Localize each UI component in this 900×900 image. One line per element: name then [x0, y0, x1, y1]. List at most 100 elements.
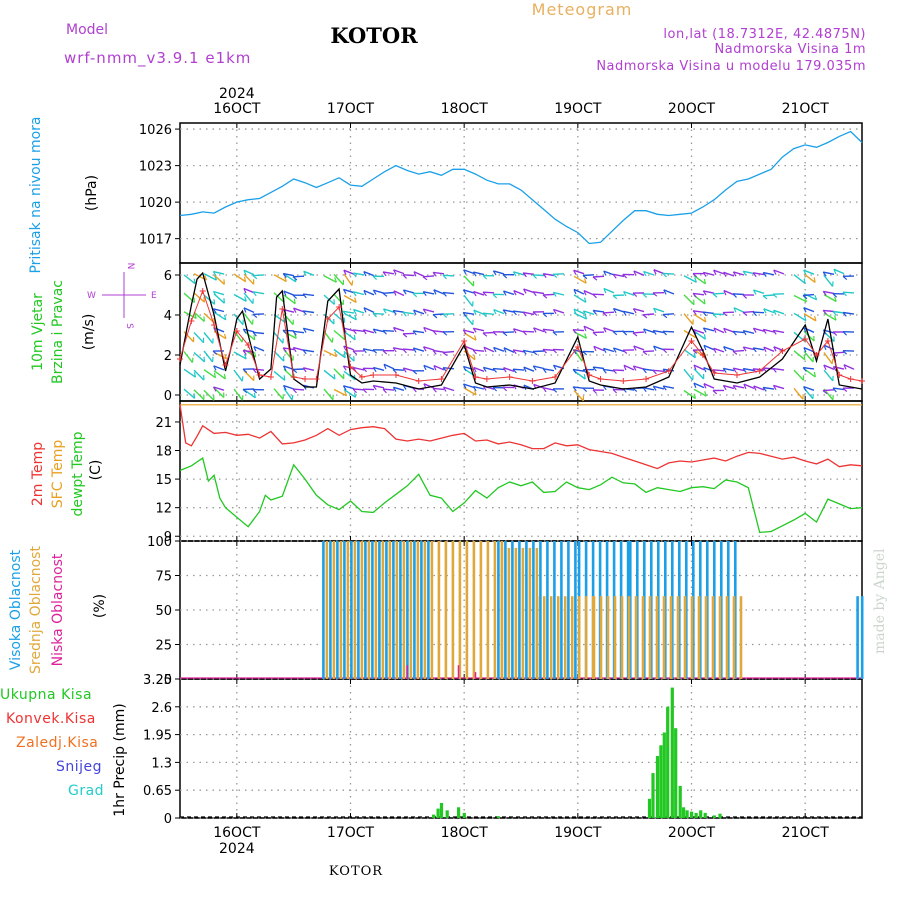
wind-barb	[532, 350, 545, 353]
wind-barb	[752, 311, 765, 314]
wind-barb	[293, 346, 305, 351]
wind-barb-feather	[212, 386, 217, 392]
wind-barb-feather	[402, 367, 407, 373]
wind-barb	[363, 329, 375, 334]
wind-barb-feather	[352, 329, 357, 335]
wind-barb	[333, 293, 344, 306]
wind-barb-feather	[462, 383, 467, 389]
wind-barb	[333, 329, 346, 341]
wind-barb	[712, 313, 725, 316]
wind-barb-feather	[482, 385, 487, 391]
wind-barb	[343, 350, 355, 362]
wind-barb-feather	[552, 388, 558, 393]
wind-barb	[833, 268, 845, 275]
wind-barb-feather	[663, 289, 667, 295]
wind-barb	[513, 349, 525, 353]
wind-barb-feather	[652, 330, 657, 335]
wind-barb-feather	[482, 367, 487, 372]
wind-barb-feather	[762, 329, 767, 334]
wind-barb-feather	[462, 312, 467, 317]
mid-cloud-bar	[620, 596, 624, 679]
wind-barb-feather	[302, 293, 307, 299]
wind-barb	[743, 383, 755, 390]
high-cloud-bar	[357, 541, 360, 679]
wind-barb-feather	[842, 331, 848, 336]
wind-barb-feather	[642, 387, 647, 393]
wind-barb-feather	[752, 289, 757, 295]
wind-barb	[333, 348, 346, 359]
wind-barb-feather	[702, 290, 707, 296]
wind-barb	[203, 273, 217, 281]
pressure-frame	[179, 122, 863, 264]
wind-barb	[823, 352, 833, 365]
wind-barb-feather	[363, 271, 367, 277]
wind-barb	[413, 309, 425, 315]
wind-barb	[213, 386, 225, 391]
wind-barb	[503, 367, 515, 373]
wind-barb	[243, 370, 255, 382]
wind-barb-feather	[803, 354, 806, 360]
wind-barb	[283, 273, 297, 283]
wind-barb	[302, 349, 315, 353]
wind-barb	[343, 273, 353, 286]
wind-barb	[353, 272, 365, 276]
wind-barb-feather	[742, 311, 748, 316]
wind-barb	[303, 270, 315, 276]
wind-barb	[693, 330, 706, 340]
wind-barb-feather	[843, 364, 847, 370]
wind-barb-feather	[193, 278, 196, 284]
wind-barb-feather	[773, 310, 777, 315]
wind-gust-marker	[836, 372, 843, 378]
wind-barb	[493, 270, 505, 275]
mid-cloud-bar	[669, 596, 673, 679]
wind-barb	[763, 308, 775, 314]
wind-barb	[213, 311, 227, 321]
wind-barb	[593, 309, 605, 313]
footer-station: KOTOR	[329, 864, 383, 879]
wind-barb	[552, 348, 565, 351]
wind-barb-feather	[552, 331, 558, 336]
wind-barb	[503, 290, 515, 296]
wind-barb-feather	[622, 349, 628, 354]
wind-barb-feather	[243, 276, 247, 282]
wind-barb-feather	[241, 376, 244, 382]
wind-barb-feather	[502, 309, 507, 315]
wind-barb	[713, 269, 725, 275]
model-altitude-text: Nadmorska Visina u modelu 179.035m	[596, 59, 866, 74]
wind-barb	[523, 311, 535, 316]
wind-barb-feather	[662, 385, 667, 391]
wind-barb	[193, 369, 205, 381]
wind-barb-feather	[412, 330, 417, 336]
wind-barb-feather	[623, 365, 627, 371]
wind-barb-feather	[513, 290, 517, 296]
wind-barb	[653, 269, 665, 275]
high-cloud-bar	[399, 541, 402, 679]
high-cloud-bar	[413, 541, 416, 679]
wind-barb-feather	[763, 308, 767, 314]
wind-barb	[532, 274, 545, 277]
wind-barb-feather	[252, 313, 258, 318]
wind-barb-feather	[542, 294, 548, 299]
wind-gust-marker	[324, 316, 331, 322]
wind-barb-feather	[402, 289, 407, 295]
wind-barb	[193, 292, 205, 303]
wind-barb	[762, 367, 775, 370]
wind-barb-feather	[292, 330, 297, 336]
wind-barb-feather	[243, 307, 247, 313]
wind-barb-feather	[372, 349, 378, 354]
wind-barb-feather	[662, 314, 668, 319]
wind-barb-feather	[522, 350, 527, 355]
wind-barb-feather	[213, 372, 217, 378]
wind-barb-feather	[302, 349, 307, 355]
wind-barb	[653, 385, 665, 390]
wind-barb	[732, 293, 745, 296]
wind-barb-feather	[342, 289, 347, 295]
wind-barb-feather	[552, 348, 557, 354]
high-cloud-bar	[329, 541, 332, 679]
wind-barb-feather	[292, 347, 297, 353]
wind-barb-feather	[693, 382, 697, 388]
wind-barb	[623, 310, 635, 315]
wind-barb-feather	[773, 269, 777, 275]
bottom-xtick-label-0: 16OCT	[213, 825, 261, 841]
